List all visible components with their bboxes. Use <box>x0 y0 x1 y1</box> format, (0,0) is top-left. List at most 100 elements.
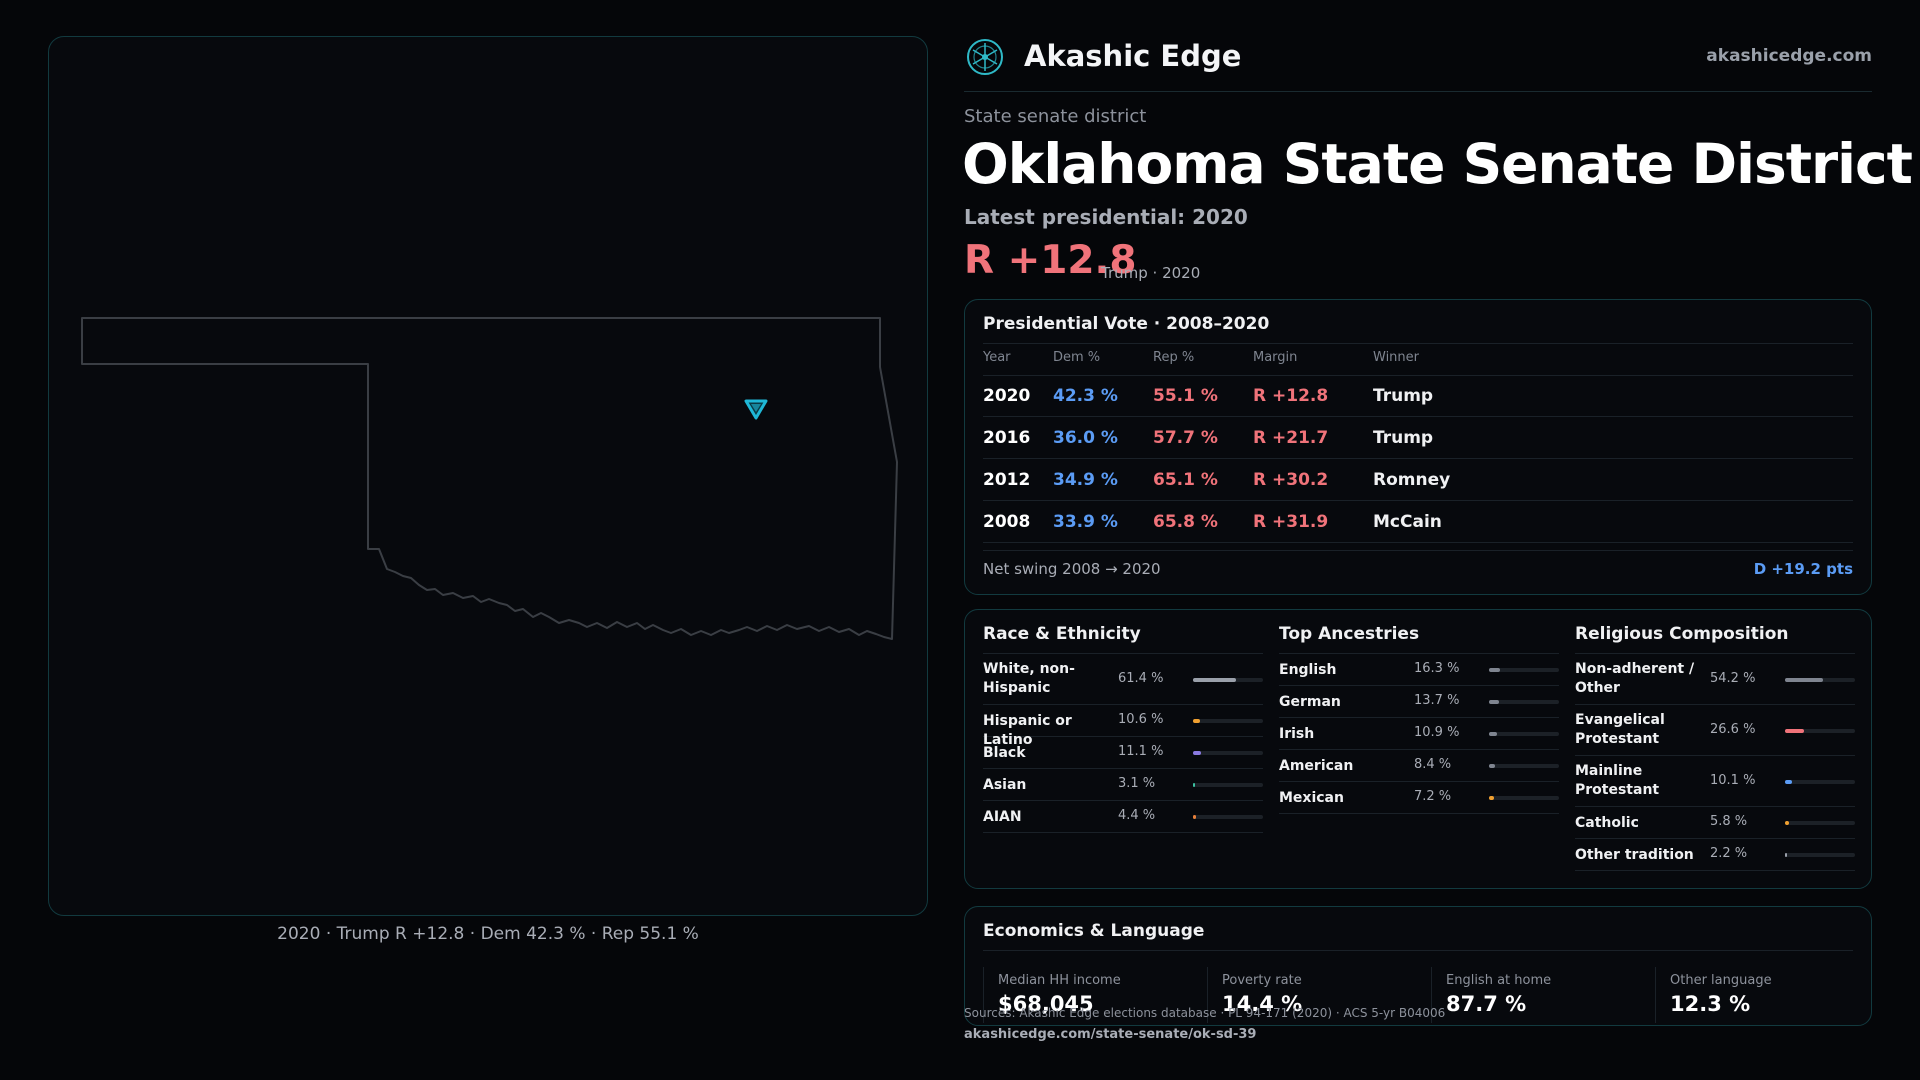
table-row[interactable]: 2012 34.9 % 65.1 % R +30.2 Romney <box>983 459 1853 501</box>
list-item[interactable]: American 8.4 % <box>1279 750 1559 782</box>
list-item[interactable]: German 13.7 % <box>1279 686 1559 718</box>
demographics-card: Race & Ethnicity White, non-Hispanic 61.4… <box>964 609 1872 889</box>
item-label: Evangelical Protestant <box>1575 712 1665 747</box>
share-bar-track <box>1785 779 1855 784</box>
share-bar-fill <box>1193 783 1196 787</box>
row-year: 2016 <box>983 428 1031 448</box>
stat-median-income: Median HH income $68,045 <box>983 967 1193 1023</box>
state-map <box>81 317 898 640</box>
item-label: Irish <box>1279 726 1315 742</box>
stat-value: 12.3 % <box>1670 992 1751 1016</box>
item-label: English <box>1279 662 1337 678</box>
share-bar-track <box>1193 751 1263 755</box>
table-row[interactable]: 2016 36.0 % 57.7 % R +21.7 Trump <box>983 417 1853 459</box>
permalink[interactable]: akashicedge.com/state-senate/ok-sd-39 <box>964 1027 1257 1042</box>
headline-margin-sub: Trump · 2020 <box>1101 264 1201 282</box>
row-winner: McCain <box>1373 512 1442 532</box>
table-row[interactable]: 2020 42.3 % 55.1 % R +12.8 Trump <box>983 375 1853 417</box>
share-bar-fill <box>1193 751 1201 755</box>
stat-label: Other language <box>1670 973 1772 988</box>
presidential-title: Presidential Vote · 2008–2020 <box>983 314 1270 334</box>
item-value: 8.4 % <box>1414 757 1452 772</box>
map-caption: 2020 · Trump R +12.8 · Dem 42.3 % · Rep … <box>277 924 699 944</box>
list-item[interactable]: Hispanic or Latino 10.6 % <box>983 705 1263 748</box>
divider <box>983 343 1853 344</box>
item-value: 61.4 % <box>1118 670 1164 686</box>
economics-title: Economics & Language <box>983 921 1205 941</box>
row-margin: R +31.9 <box>1253 512 1329 532</box>
map-panel[interactable] <box>48 36 928 916</box>
row-margin: R +30.2 <box>1253 470 1329 490</box>
divider <box>983 653 1263 654</box>
stat-label: Poverty rate <box>1222 973 1302 988</box>
share-bar-track <box>1193 783 1263 787</box>
stat-value: $68,045 <box>998 992 1094 1016</box>
share-bar-track <box>1489 700 1559 704</box>
row-dem: 33.9 % <box>1053 512 1118 532</box>
item-value: 2.2 % <box>1710 846 1748 861</box>
akashic-logo-icon[interactable] <box>966 38 1004 76</box>
item-value: 3.1 % <box>1118 776 1156 791</box>
page-kicker: State senate district <box>964 106 1147 127</box>
table-row[interactable]: 2008 33.9 % 65.8 % R +31.9 McCain <box>983 501 1853 543</box>
brand-url[interactable]: akashicedge.com <box>1706 46 1872 66</box>
item-label: Catholic <box>1575 815 1639 831</box>
race-title: Race & Ethnicity <box>983 624 1141 644</box>
row-dem: 34.9 % <box>1053 470 1118 490</box>
item-value: 5.8 % <box>1710 814 1748 829</box>
list-item[interactable]: Evangelical Protestant 26.6 % <box>1575 705 1855 756</box>
divider <box>1575 653 1855 654</box>
religion-title: Religious Composition <box>1575 624 1789 644</box>
item-value: 10.1 % <box>1710 772 1756 788</box>
col-header-winner: Winner <box>1373 350 1420 365</box>
oklahoma-outline <box>81 317 898 640</box>
headline-margin: R +12.8 <box>964 238 1137 283</box>
divider <box>983 950 1853 951</box>
list-item[interactable]: Catholic 5.8 % <box>1575 807 1855 839</box>
ancestries-section: Top Ancestries English 16.3 % German 13.7 %… <box>1279 610 1559 888</box>
list-item[interactable]: Non-adherent / Other 54.2 % <box>1575 654 1855 705</box>
item-value: 11.1 % <box>1118 744 1164 759</box>
row-winner: Trump <box>1373 386 1434 406</box>
list-item[interactable]: AIAN 4.4 % <box>983 801 1263 833</box>
economics-card: Economics & Language Median HH income $6… <box>964 906 1872 1026</box>
col-header-margin: Margin <box>1253 350 1298 365</box>
share-bar-fill <box>1785 779 1793 784</box>
item-label: Mainline Protestant <box>1575 763 1660 798</box>
row-rep: 65.8 % <box>1153 512 1218 532</box>
list-item[interactable]: English 16.3 % <box>1279 654 1559 686</box>
religion-section: Religious Composition Non-adherent / Oth… <box>1575 610 1855 888</box>
share-bar-track <box>1193 719 1263 723</box>
presidential-vote-card: Presidential Vote · 2008–2020 Year Dem %… <box>964 299 1872 595</box>
share-bar-track <box>1785 728 1855 733</box>
share-bar-fill <box>1489 732 1497 736</box>
brand-name[interactable]: Akashic Edge <box>1024 39 1242 73</box>
item-label: Asian <box>983 777 1027 793</box>
item-label: German <box>1279 694 1341 710</box>
district-marker-icon[interactable] <box>744 399 768 420</box>
stat-label: English at home <box>1446 973 1552 988</box>
list-item[interactable]: Mainline Protestant 10.1 % <box>1575 756 1855 807</box>
divider <box>1279 653 1559 654</box>
stat-poverty-rate: Poverty rate 14.4 % <box>1207 967 1417 1023</box>
list-item[interactable]: Irish 10.9 % <box>1279 718 1559 750</box>
row-winner: Trump <box>1373 428 1434 448</box>
share-bar-track <box>1489 796 1559 800</box>
share-bar-fill <box>1489 796 1495 800</box>
row-dem: 36.0 % <box>1053 428 1118 448</box>
ancestry-title: Top Ancestries <box>1279 624 1420 644</box>
list-item[interactable]: White, non-Hispanic 61.4 % <box>983 654 1263 705</box>
share-bar-fill <box>1785 677 1823 682</box>
site-header: Akashic Edge akashicedge.com <box>964 36 1872 92</box>
row-margin: R +21.7 <box>1253 428 1329 448</box>
item-label: Hispanic or Latino <box>983 713 1072 748</box>
row-year: 2012 <box>983 470 1031 490</box>
list-item[interactable]: Black 11.1 % <box>983 737 1263 769</box>
share-bar-track <box>1785 853 1855 857</box>
list-item[interactable]: Mexican 7.2 % <box>1279 782 1559 814</box>
stat-english-at-home: English at home 87.7 % <box>1431 967 1641 1023</box>
share-bar-track <box>1785 821 1855 825</box>
share-bar-fill <box>1193 677 1236 682</box>
list-item[interactable]: Asian 3.1 % <box>983 769 1263 801</box>
list-item[interactable]: Other tradition 2.2 % <box>1575 839 1855 871</box>
